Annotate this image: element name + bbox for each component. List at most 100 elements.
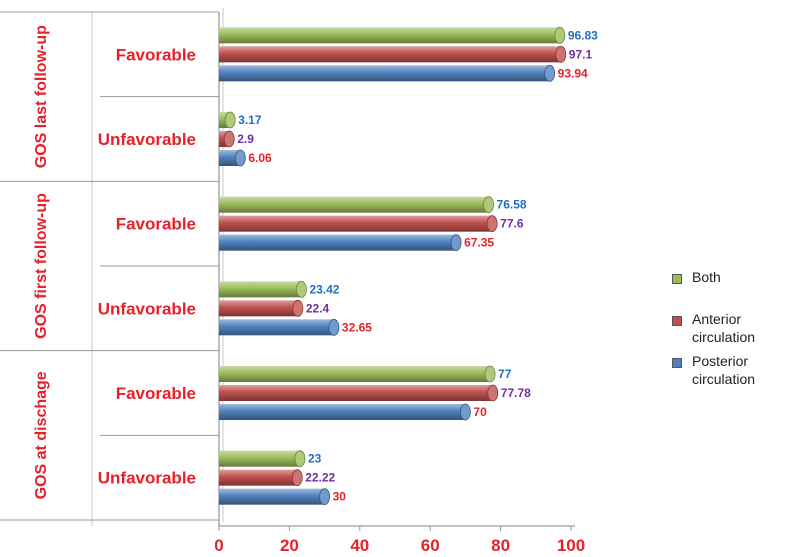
bar-body (219, 488, 325, 505)
bar-body (219, 404, 466, 420)
bar-posterior-circulation (219, 403, 471, 421)
bar-body (219, 150, 241, 166)
bar-body (219, 234, 457, 251)
bar-cap (486, 215, 498, 233)
bar-cap (555, 45, 567, 63)
bar-cap (554, 26, 566, 44)
value-label: 32.65 (342, 320, 372, 334)
bar-anterior-circulation (219, 299, 304, 317)
bar-body (219, 27, 560, 44)
bar-anterior-circulation (219, 215, 498, 233)
x-tick-label: 20 (280, 536, 299, 555)
bar-body (219, 196, 489, 213)
group-label: GOS first follow-up (33, 193, 50, 339)
bar-body (219, 385, 493, 401)
bar-body (219, 112, 231, 128)
bar-anterior-circulation (219, 384, 499, 402)
legend-item-both: Both (672, 268, 797, 286)
legend: Both Anterior circulation Posterior circ… (672, 268, 797, 388)
bar-both (219, 365, 496, 383)
bar-cap (296, 280, 307, 298)
chart-frame (0, 8, 575, 531)
bar-body (219, 366, 491, 382)
value-label: 6.06 (248, 151, 272, 165)
bar-cap (450, 234, 462, 252)
value-label: 97.1 (569, 47, 593, 61)
bar-cap (544, 64, 556, 82)
category-label: Favorable (116, 215, 196, 234)
legend-label-anterior-1: Anterior (692, 311, 742, 327)
bar-cap (484, 365, 496, 383)
legend-item-anterior: Anterior circulation (672, 310, 797, 346)
bar-both (219, 196, 494, 214)
value-label: 22.22 (305, 471, 335, 485)
bar-posterior-circulation (219, 318, 340, 336)
labels-layer: 0 20 40 60 80 100 Favorable Unfavorable Favorabl… (33, 25, 598, 555)
category-label: Unfavorable (98, 130, 196, 149)
bar-anterior-circulation (219, 45, 567, 63)
bar-body (219, 450, 300, 467)
value-label: 77.6 (500, 217, 524, 231)
bar-both (219, 280, 307, 298)
bar-body (219, 319, 334, 336)
bar-body (219, 469, 298, 486)
category-label: Unfavorable (98, 469, 196, 488)
bar-body (219, 46, 561, 63)
category-label: Favorable (116, 384, 196, 403)
bar-cap (224, 111, 236, 129)
bar-cap (483, 196, 494, 214)
bar-cap (459, 403, 471, 421)
legend-label-anterior-2: circulation (692, 329, 756, 345)
category-label: Unfavorable (98, 299, 196, 318)
bar-cap (294, 450, 306, 468)
bar-both (219, 111, 236, 129)
bar-posterior-circulation (219, 488, 331, 506)
x-tick-label: 0 (214, 536, 223, 555)
value-label: 76.58 (497, 198, 527, 212)
bar-both (219, 26, 566, 44)
value-label: 22.4 (306, 301, 330, 315)
legend-label-posterior-2: circulation (692, 371, 756, 387)
x-tick-label: 40 (350, 536, 369, 555)
group-label: GOS last follow-up (33, 25, 50, 168)
value-label: 3.17 (238, 113, 262, 127)
bar-cap (487, 384, 499, 402)
bar-posterior-circulation (219, 234, 462, 252)
value-label: 23.42 (309, 282, 339, 296)
legend-swatch-green (672, 274, 682, 284)
bar-anterior-circulation (219, 469, 303, 487)
value-label: 96.83 (568, 28, 598, 42)
value-label: 70 (473, 405, 487, 419)
bar-cap (292, 299, 304, 317)
bar-body (219, 215, 493, 232)
bar-cap (223, 130, 235, 148)
legend-swatch-blue (672, 358, 682, 368)
legend-swatch-red (672, 316, 682, 326)
x-tick-label: 100 (557, 536, 585, 555)
bar-body (219, 300, 298, 317)
x-tick-label: 60 (421, 536, 440, 555)
bar-posterior-circulation (219, 149, 246, 167)
value-label: 67.35 (464, 236, 494, 250)
bar-anterior-circulation (219, 130, 235, 148)
value-label: 77 (498, 367, 512, 381)
legend-item-posterior: Posterior circulation (672, 352, 797, 388)
value-label: 2.9 (237, 132, 254, 146)
bar-cap (328, 318, 340, 336)
bar-posterior-circulation (219, 64, 556, 82)
bar-cap (319, 488, 331, 506)
legend-label-both: Both (692, 269, 721, 285)
value-label: 30 (333, 490, 347, 504)
group-label: GOS at dischage (33, 371, 50, 499)
bar-body (219, 65, 550, 82)
value-label: 77.78 (501, 386, 531, 400)
value-label: 93.94 (558, 66, 588, 80)
bar-cap (234, 149, 246, 167)
bar-body (219, 281, 302, 298)
bar-both (219, 450, 306, 468)
legend-label-posterior-1: Posterior (692, 353, 749, 369)
x-tick-label: 80 (491, 536, 510, 555)
bars-layer (219, 26, 567, 506)
value-label: 23 (308, 452, 322, 466)
